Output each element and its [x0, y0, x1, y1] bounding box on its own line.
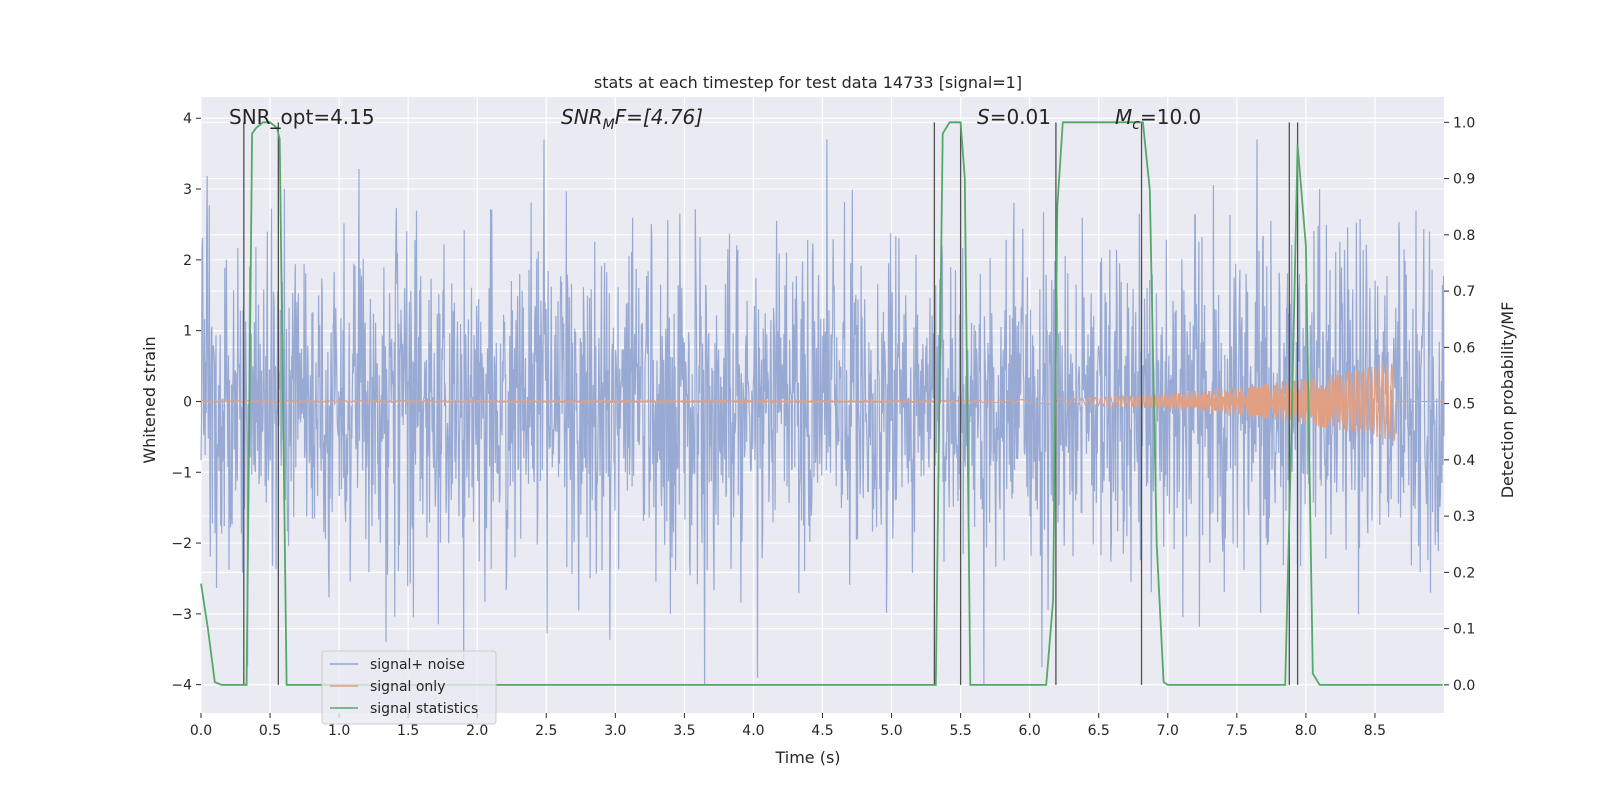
- x-axis-ticks: 0.0 0.5 1.0 1.5 2.0 2.5 3.0 3.5 4.0 4.5 5.0 5.5 6.0 6…: [190, 713, 1386, 739]
- y2-tick-label: 0.6: [1453, 340, 1475, 356]
- signal-statistics-series: [200, 121, 1443, 686]
- snr-mf-annotation: SNRMF=[4.76]: [561, 105, 703, 133]
- y-tick-label: 4: [183, 111, 192, 127]
- y2-tick-label: 0.5: [1453, 397, 1475, 413]
- x-tick-label: 0.5: [259, 723, 281, 739]
- y-tick-label: 0: [183, 394, 192, 410]
- x-tick-label: 5.5: [949, 723, 971, 739]
- x-tick-label: 8.5: [1364, 723, 1386, 739]
- y-tick-label: 3: [183, 182, 192, 198]
- y2-tick-label: 0.3: [1453, 509, 1475, 525]
- legend-label-signal-noise: signal+ noise: [370, 657, 465, 673]
- snr-opt-annotation: SNR_opt=4.15: [229, 105, 375, 129]
- x-tick-label: 2.5: [535, 723, 557, 739]
- s-var: S: [977, 105, 990, 129]
- y2-axis-label: Detection probability/MF: [1498, 302, 1517, 499]
- y2-tick-label: 1.0: [1453, 115, 1475, 131]
- signal-noise-line: [200, 139, 1445, 685]
- x-tick-label: 4.0: [742, 723, 764, 739]
- chart-title: stats at each timestep for test data 147…: [594, 73, 1022, 92]
- y-tick-label: −1: [171, 465, 192, 481]
- x-tick-label: 6.0: [1019, 723, 1041, 739]
- y-axis-ticks: 4 3 2 1 0 −1 −2 −3 −4: [171, 111, 201, 694]
- y-tick-label: 1: [183, 324, 192, 340]
- mc-annotation: Mc=10.0: [1115, 105, 1201, 133]
- snr-mf-sub: M: [603, 117, 615, 133]
- y2-tick-label: 0.7: [1453, 284, 1475, 300]
- y2-tick-label: 0.1: [1453, 622, 1475, 638]
- y-tick-label: 2: [183, 253, 192, 269]
- signal-noise-series: [200, 139, 1445, 685]
- s-rest: =0.01: [990, 105, 1051, 129]
- signal-only-series: [200, 363, 1444, 441]
- x-tick-label: 6.5: [1088, 723, 1110, 739]
- y2-tick-label: 0.0: [1453, 678, 1475, 694]
- y-tick-label: −2: [171, 536, 192, 552]
- x-tick-label: 0.0: [190, 723, 212, 739]
- x-tick-label: 1.0: [328, 723, 350, 739]
- y-axis-label: Whitened strain: [140, 336, 159, 463]
- x-tick-label: 7.0: [1157, 723, 1179, 739]
- snr-mf-rest: F=[4.76]: [615, 105, 703, 129]
- signal-only-line: [200, 363, 1444, 441]
- legend-box: [321, 650, 497, 725]
- x-tick-label: 1.5: [397, 723, 419, 739]
- x-tick-label: 3.0: [604, 723, 626, 739]
- s-annotation: S=0.01: [977, 105, 1051, 129]
- snr-mf-base: SNR: [561, 105, 603, 129]
- y2-tick-label: 0.2: [1453, 565, 1475, 581]
- x-tick-label: 3.5: [673, 723, 695, 739]
- mc-rest: =10.0: [1140, 105, 1201, 129]
- x-tick-label: 7.5: [1226, 723, 1248, 739]
- y2-tick-label: 0.4: [1453, 453, 1475, 469]
- x-tick-label: 8.0: [1295, 723, 1317, 739]
- y2-tick-label: 0.9: [1453, 172, 1475, 188]
- x-tick-label: 4.5: [811, 723, 833, 739]
- legend-label-signal-only: signal only: [370, 679, 445, 695]
- y-tick-label: −4: [171, 678, 192, 694]
- y2-axis-ticks: 1.0 0.9 0.8 0.7 0.6 0.5 0.4 0.3 0.2 0.1 0.0: [1444, 115, 1475, 694]
- legend: signal+ noise signal only signal statist…: [321, 650, 497, 725]
- x-axis-label: Time (s): [774, 748, 840, 767]
- mc-var: M: [1115, 105, 1132, 129]
- signal-statistics-line: [200, 121, 1443, 686]
- legend-label-signal-statistics: signal statistics: [370, 701, 478, 717]
- x-tick-label: 5.0: [880, 723, 902, 739]
- x-tick-label: 2.0: [466, 723, 488, 739]
- mc-sub: c: [1132, 117, 1140, 133]
- y-tick-label: −3: [171, 607, 192, 623]
- y2-tick-label: 0.8: [1453, 228, 1475, 244]
